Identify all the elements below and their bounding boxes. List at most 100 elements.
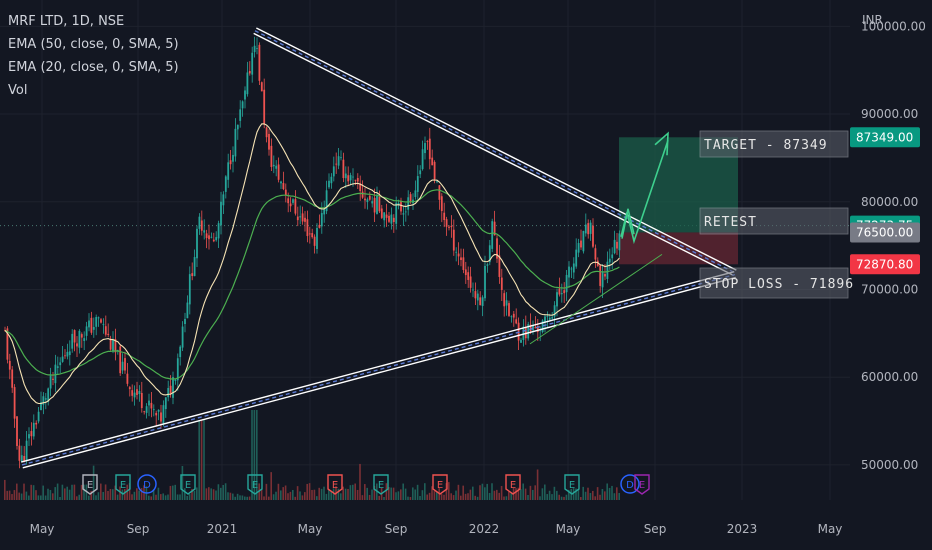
- volume-bar: [344, 488, 347, 500]
- lower-trendline-edge-a: [22, 276, 736, 469]
- volume-bar: [421, 490, 424, 500]
- volume-bar: [553, 486, 556, 500]
- volume-bar: [95, 495, 97, 500]
- volume-bar: [128, 483, 131, 500]
- candle-body: [112, 339, 114, 352]
- candle-body: [229, 160, 232, 165]
- volume-bar: [455, 490, 457, 500]
- volume-bar: [210, 488, 212, 500]
- price-badge-text-0: 87349.00: [856, 130, 913, 144]
- volume-bar: [136, 488, 138, 500]
- volume-bar: [260, 489, 263, 500]
- candle-body: [102, 324, 105, 326]
- volume-bar: [611, 485, 613, 500]
- price-badge-3: [850, 254, 920, 275]
- candle-body: [462, 257, 465, 270]
- volume-bar: [318, 487, 320, 500]
- annotation-labels: TARGET - 87349 RETEST STOP LOSS - 71896: [699, 130, 853, 299]
- volume-bar: [289, 491, 292, 500]
- volume-bar: [563, 496, 565, 500]
- candle-body: [181, 326, 184, 348]
- volume-bar: [107, 490, 109, 500]
- volume-bar: [172, 485, 174, 500]
- volume-bar: [234, 496, 236, 500]
- volume-bar: [332, 488, 335, 500]
- candle-body: [474, 291, 477, 299]
- volume-bar: [325, 493, 328, 500]
- candle-body: [294, 199, 297, 214]
- candle-body: [510, 316, 513, 318]
- volume-bar: [587, 487, 589, 500]
- candle-body: [572, 263, 575, 273]
- volume-bar: [529, 485, 532, 500]
- candle-body: [299, 216, 302, 218]
- candle-body: [616, 241, 618, 249]
- volume-bar: [328, 489, 330, 500]
- earnings-marker: [82, 474, 98, 495]
- candle-body: [433, 161, 436, 180]
- candle-body: [222, 194, 225, 206]
- candle-body: [265, 127, 268, 138]
- volume-bar: [287, 493, 289, 500]
- volume-bar: [532, 489, 534, 500]
- time-axis[interactable]: May Sep 2021 May Sep 2022 May Sep 2023 May: [30, 522, 843, 536]
- candle-body: [440, 196, 443, 211]
- target-label-text: TARGET - 87349: [704, 138, 828, 153]
- candle-body: [140, 392, 143, 409]
- volume-bar: [59, 496, 61, 500]
- candle-body: [503, 293, 506, 307]
- volume-bar: [522, 483, 524, 500]
- candle-body: [152, 409, 155, 411]
- volume-bar: [64, 488, 66, 500]
- candle-body: [114, 339, 117, 353]
- x-tick-label: May: [556, 522, 581, 536]
- candle-body: [215, 237, 218, 241]
- volume-bar: [352, 484, 354, 500]
- volume-bar: [450, 493, 452, 500]
- candle-body: [577, 243, 580, 253]
- retest-arrowhead: [621, 208, 635, 239]
- volume-bar: [397, 491, 400, 500]
- volume-bar: [383, 496, 385, 500]
- volume-bar: [124, 489, 126, 500]
- candle-body: [246, 72, 249, 95]
- candle-body: [23, 455, 26, 462]
- symbol-title[interactable]: MRF LTD, 1D, NSE: [8, 14, 125, 29]
- volume-bar: [452, 495, 455, 500]
- candle-body: [35, 422, 38, 425]
- volume-bar: [308, 483, 311, 500]
- volume-bar: [138, 490, 140, 500]
- candle-body: [155, 412, 158, 416]
- volume-bar: [524, 488, 527, 500]
- volume-bar: [618, 492, 620, 500]
- legend-volume[interactable]: Vol: [8, 83, 28, 98]
- candle-body: [100, 319, 102, 323]
- earnings-marker: [432, 474, 448, 495]
- legend-ema50[interactable]: EMA (50, close, 0, SMA, 5): [8, 37, 179, 52]
- candle-body: [548, 317, 551, 320]
- volume-bar: [460, 495, 462, 500]
- volume-bar: [560, 496, 563, 500]
- volume-bar: [40, 495, 42, 500]
- candle-body: [416, 176, 419, 192]
- volume-bar: [263, 496, 265, 500]
- volume-bar: [500, 485, 503, 500]
- candle-body: [570, 268, 573, 270]
- price-badge-2: [850, 222, 920, 243]
- candle-body: [217, 223, 220, 239]
- price-axis[interactable]: 100000.00 90000.00 80000.00 70000.00 60000.0…: [850, 19, 926, 472]
- volume-bar: [404, 488, 407, 500]
- volume-bar: [479, 485, 481, 500]
- volume-bar: [54, 487, 56, 500]
- volume-bar: [520, 489, 522, 500]
- candle-body: [179, 346, 182, 358]
- legend-ema20[interactable]: EMA (20, close, 0, SMA, 5): [8, 60, 179, 75]
- candle-body: [200, 220, 203, 231]
- candle-body: [400, 201, 402, 212]
- candle-body: [61, 356, 64, 362]
- candle-body: [438, 185, 441, 200]
- volume-bar: [16, 483, 18, 500]
- candle-body: [80, 334, 83, 338]
- volume-bar: [436, 491, 438, 500]
